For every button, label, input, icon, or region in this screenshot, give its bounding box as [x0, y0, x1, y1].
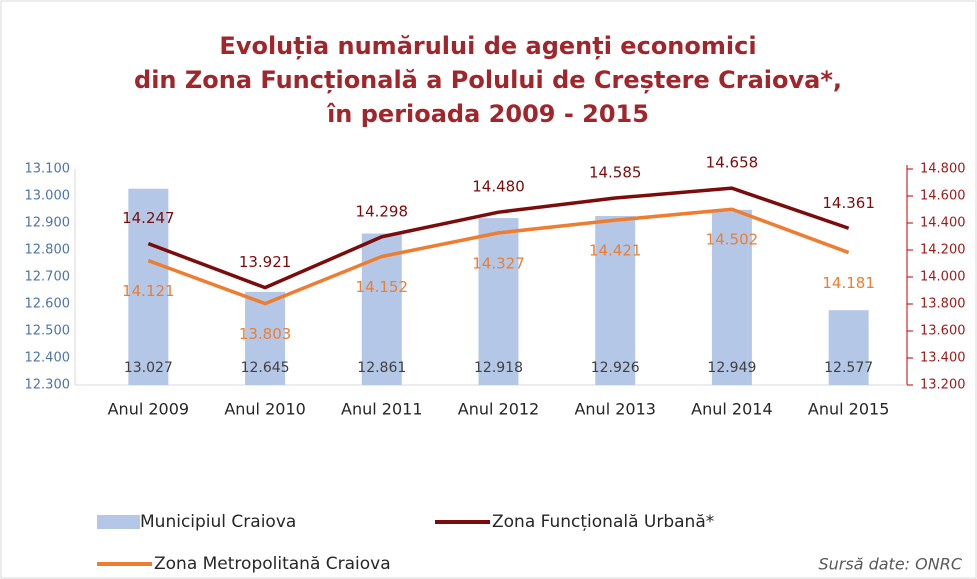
line-value-label: 14.152	[356, 278, 409, 296]
bar-value-label: 12.926	[591, 360, 640, 376]
chart-title: în perioada 2009 - 2015	[326, 100, 649, 128]
x-tick-label: Anul 2013	[574, 400, 655, 419]
y-tick-label: 12.300	[25, 378, 71, 393]
bar	[478, 218, 519, 385]
line-value-label: 14.658	[706, 154, 759, 172]
legend-label: Municipiul Craiova	[140, 512, 296, 532]
line-value-label: 14.298	[356, 202, 409, 220]
x-tick-label: Anul 2010	[224, 400, 305, 419]
y-tick-label: 12.700	[25, 270, 71, 285]
x-tick-label: Anul 2012	[458, 400, 539, 419]
source-note: Sursă date: ONRC	[818, 555, 962, 574]
y-tick-label: 12.600	[25, 297, 71, 312]
y-tick-label: 13.100	[25, 162, 71, 177]
chart-title: din Zona Funcțională a Polului de Crește…	[134, 66, 842, 94]
x-tick-label: Anul 2011	[341, 400, 422, 419]
line-value-label: 14.502	[706, 231, 759, 249]
line-value-label: 14.181	[822, 274, 875, 292]
y2-tick-label: 14.400	[920, 216, 966, 231]
y2-tick-label: 14.800	[920, 162, 966, 177]
chart-title: Evoluția numărului de agenți economici	[219, 32, 756, 60]
y-tick-label: 13.000	[25, 189, 71, 204]
y2-tick-label: 14.000	[920, 270, 966, 285]
y2-tick-label: 13.200	[920, 378, 966, 393]
line-value-label: 13.921	[239, 253, 292, 271]
y-tick-label: 12.500	[25, 324, 71, 339]
bar	[361, 233, 402, 385]
y2-tick-label: 13.800	[920, 297, 966, 312]
line-value-label: 14.361	[822, 194, 875, 212]
line	[147, 207, 850, 306]
bar-value-label: 12.861	[357, 360, 406, 376]
line-value-label: 14.121	[122, 282, 175, 300]
bar-value-label: 12.949	[707, 360, 756, 376]
y-tick-label: 12.900	[25, 216, 71, 231]
y2-tick-label: 13.600	[920, 324, 966, 339]
y-tick-label: 12.800	[25, 243, 71, 258]
y-tick-label: 12.400	[25, 351, 71, 366]
bar	[711, 209, 752, 385]
bar-value-label: 12.577	[824, 360, 873, 376]
legend-swatch	[97, 515, 140, 529]
bar-value-label: 13.027	[124, 360, 173, 376]
x-tick-label: Anul 2015	[808, 400, 889, 419]
line-value-label: 14.480	[472, 178, 525, 196]
bar	[595, 215, 636, 385]
x-tick-label: Anul 2014	[691, 400, 772, 419]
line-value-label: 13.803	[239, 325, 292, 343]
bar	[245, 291, 286, 385]
line-value-label: 14.421	[589, 242, 642, 260]
y2-tick-label: 14.600	[920, 189, 966, 204]
y2-tick-label: 13.400	[920, 351, 966, 366]
bar-value-label: 12.918	[474, 360, 523, 376]
bar-value-label: 12.645	[241, 360, 290, 376]
x-tick-label: Anul 2009	[108, 400, 189, 419]
legend-label: Zona Metropolitană Craiova	[154, 554, 391, 574]
line-value-label: 14.327	[472, 254, 525, 272]
legend-label: Zona Funcțională Urbană*	[492, 512, 714, 532]
line	[147, 186, 850, 290]
line-value-label: 14.585	[589, 164, 642, 182]
bar	[828, 310, 869, 385]
bar	[128, 188, 169, 385]
y2-tick-label: 14.200	[920, 243, 966, 258]
line-value-label: 14.247	[122, 209, 175, 227]
